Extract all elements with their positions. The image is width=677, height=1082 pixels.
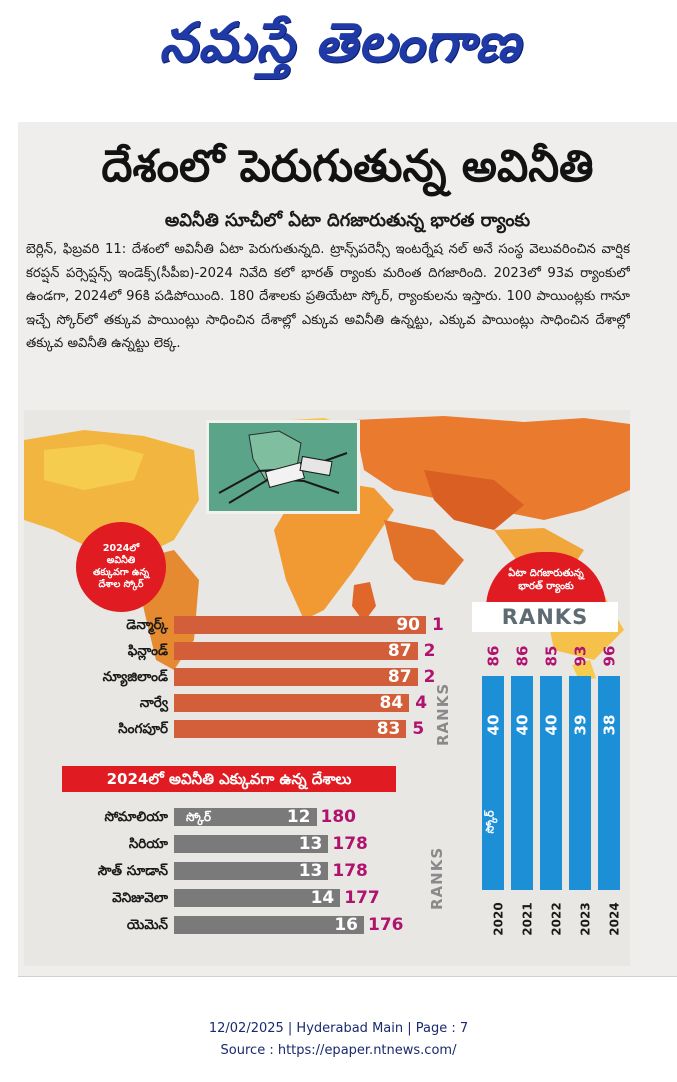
infographic: 2024లో అవినీతి తక్కువగా ఉన్న దేశాల స్కోర… <box>24 410 630 966</box>
ranks-vertical-label: RANKS <box>434 682 452 746</box>
rank-label: 2 <box>423 641 436 661</box>
rank-label: 2 <box>423 667 436 687</box>
article-subhead: అవినీతి సూచీలో ఏటా దిగజారుతున్న భారత ర్య… <box>164 210 531 231</box>
ranks-title-box <box>472 602 618 632</box>
score-value-label: 40 <box>513 714 531 736</box>
ranks-vertical-label-2: RANKS <box>428 846 446 910</box>
worst-countries-banner: 2024లో అవినీతి ఎక్కువగా ఉన్న దేశాలు <box>62 766 396 792</box>
footer: 12/02/2025 | Hyderabad Main | Page : 7 S… <box>0 1018 677 1062</box>
callout-line: ఏటా దిగజారుతున్న <box>508 568 584 579</box>
score-bar: 14 <box>174 889 341 907</box>
country-label: వెనిజువెలా <box>112 890 168 906</box>
rank-label: 178 <box>332 834 368 854</box>
score-bar: 12 <box>174 808 317 826</box>
country-label: ఫిన్లాండ్ <box>127 643 168 659</box>
article-headline: దేశంలో పెరుగుతున్న అవినీతి <box>101 141 594 192</box>
country-label: న్యూజిలాండ్ <box>102 669 168 685</box>
country-label: సింగపూర్ <box>118 721 168 737</box>
score-bar: 16 <box>174 916 364 934</box>
score-bar: 84 <box>174 694 410 712</box>
score-value-label: 38 <box>600 714 618 736</box>
year-label: 2021 <box>520 902 535 936</box>
country-label: యెమెన్ <box>126 917 168 933</box>
rank-value-label: 93 <box>571 645 589 667</box>
article-clipping: దేశంలో పెరుగుతున్న అవినీతి అవినీతి సూచీల… <box>18 122 677 977</box>
rank-label: 5 <box>412 719 425 739</box>
rank-label: 178 <box>332 861 368 881</box>
footer-date-edition: 12/02/2025 | Hyderabad Main | Page : 7 <box>208 1021 469 1036</box>
rank-value-label: 85 <box>542 645 560 667</box>
rank-column-bar <box>569 676 591 890</box>
year-label: 2022 <box>549 902 564 936</box>
rank-value-label: 96 <box>600 645 618 667</box>
rank-label: 176 <box>368 915 404 935</box>
year-label: 2024 <box>607 902 622 936</box>
callout-line: తక్కువగా ఉన్న <box>93 567 149 578</box>
rank-label: 177 <box>344 888 380 908</box>
rank-label: 1 <box>432 615 444 635</box>
score-bar: 83 <box>174 720 407 738</box>
score-value-label: 40 <box>542 714 560 736</box>
india-ranks-title: RANKS <box>501 605 589 629</box>
year-label: 2023 <box>578 902 593 936</box>
rank-column-bar <box>540 676 562 890</box>
callout-line: భారత్ ర్యాంకు <box>518 581 574 592</box>
least-corrupt-callout: 2024లో అవినీతి తక్కువగా ఉన్న దేశాల స్కోర… <box>76 522 166 612</box>
country-label: సిరియా <box>128 836 168 852</box>
year-label: 2020 <box>491 902 506 936</box>
masthead: నమస్తే తెలంగాణ <box>0 0 677 100</box>
rank-column-bar <box>511 676 533 890</box>
india-score-label: స్కోర్ <box>483 810 497 834</box>
score-bar: 90 <box>174 616 426 634</box>
country-label: సౌత్ సూడాన్ <box>97 863 168 879</box>
score-bar: 87 <box>174 668 418 686</box>
money-exchange-illustration <box>206 420 360 514</box>
score-value-label: 40 <box>484 714 502 736</box>
country-label: డెన్మార్క్ <box>126 617 168 633</box>
callout-line: దేశాల స్కోర్ <box>98 579 144 590</box>
handshake-icon <box>209 423 357 511</box>
score-bar: 13 <box>174 835 329 853</box>
rank-column-bar <box>598 676 620 890</box>
score-label: స్కోర్ <box>186 810 212 824</box>
rank-value-label: 86 <box>484 645 502 667</box>
rank-label: 4 <box>415 693 428 713</box>
callout-line: 2024లో <box>102 543 140 554</box>
footer-source: Source : https://epaper.ntnews.com/ <box>220 1043 457 1058</box>
rank-value-label: 86 <box>513 645 531 667</box>
rank-column-bar <box>482 676 504 890</box>
rank-label: 180 <box>320 807 357 827</box>
score-bar: 13 <box>174 862 329 880</box>
article-body: బెర్లిన్, ఫిబ్రవరి 11: దేశంలో అవినీతి ఏట… <box>26 242 630 351</box>
score-bar: 87 <box>174 642 418 660</box>
newspaper-logo: నమస్తే తెలంగాణ <box>159 11 521 74</box>
country-label: నార్వే <box>139 695 168 711</box>
country-label: సోమాలియా <box>104 809 168 825</box>
callout-line: అవినీతి <box>106 555 136 566</box>
score-value-label: 39 <box>571 714 589 736</box>
